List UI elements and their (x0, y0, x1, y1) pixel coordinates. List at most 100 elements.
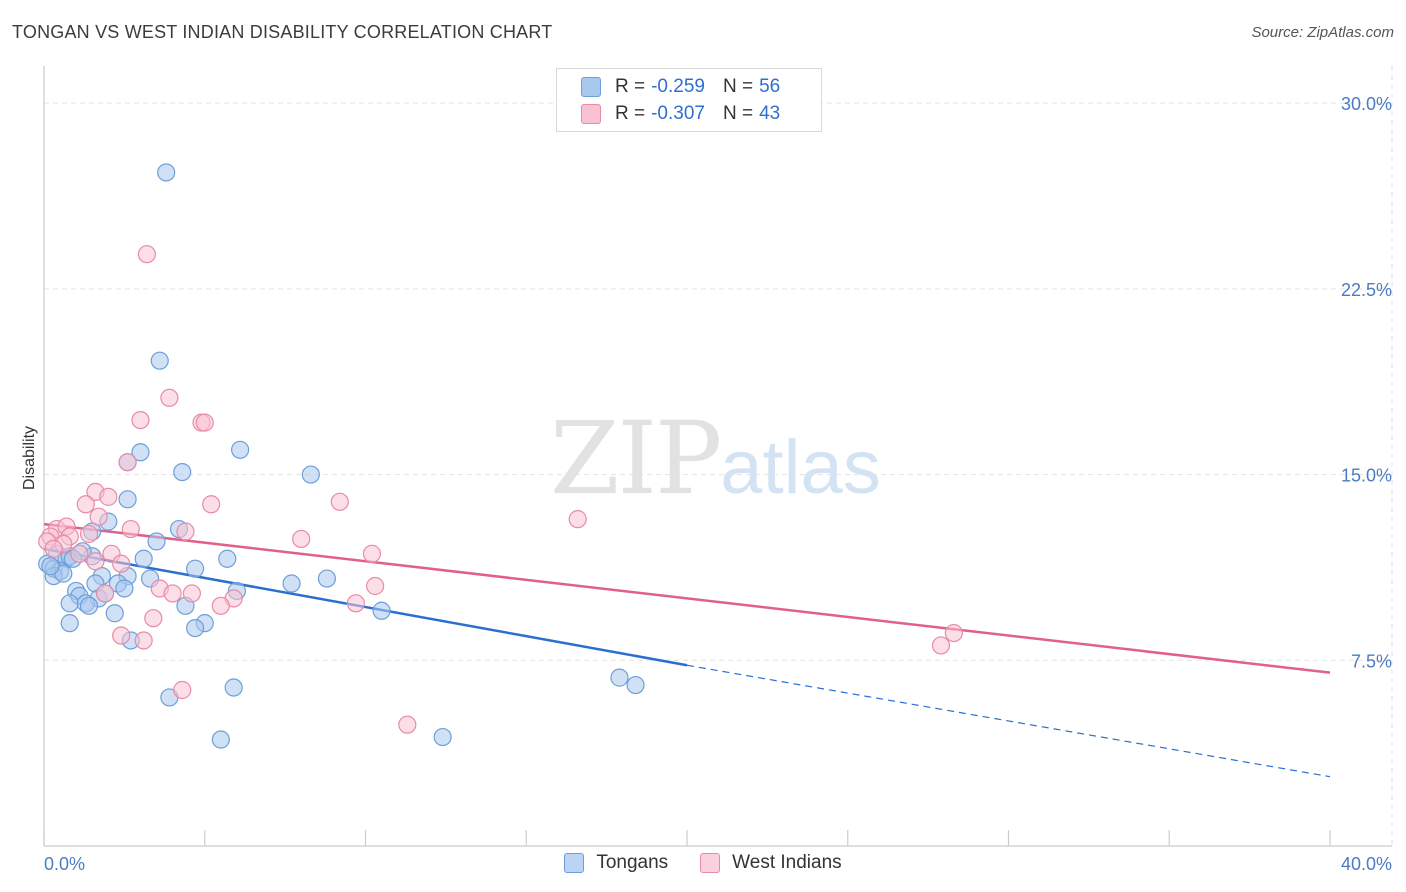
watermark: ZIPatlas (550, 400, 881, 517)
source-label: Source: ZipAtlas.com (1251, 24, 1394, 41)
legend-row-west-indians: R = -0.307 N = 43 (581, 102, 780, 126)
x-tick-label: 0.0% (44, 854, 85, 874)
points-west-indians (38, 245, 963, 734)
point-tongans (317, 569, 337, 588)
point-west-indians (568, 510, 587, 529)
legend-n-value-tongans: 56 (759, 76, 781, 97)
point-west-indians (182, 584, 201, 603)
point-west-indians (121, 519, 140, 539)
point-west-indians (176, 522, 195, 541)
legend-r-label: R = (615, 103, 646, 124)
point-west-indians (95, 584, 115, 603)
point-west-indians (931, 636, 951, 655)
chart-title: TONGAN VS WEST INDIAN DISABILITY CORRELA… (12, 22, 553, 42)
x-tick-label: 40.0% (1341, 854, 1392, 874)
point-tongans (610, 668, 629, 687)
points-tongans (38, 163, 645, 749)
point-west-indians (330, 492, 349, 511)
legend-row-tongans: R = -0.259 N = 56 (581, 75, 780, 99)
point-west-indians (195, 413, 214, 432)
point-tongans (60, 614, 79, 633)
point-tongans (186, 618, 205, 638)
point-tongans (211, 730, 230, 749)
point-tongans (60, 594, 79, 613)
point-west-indians (292, 529, 311, 549)
axes (43, 66, 1392, 847)
point-west-indians (211, 596, 230, 615)
point-west-indians (160, 388, 179, 407)
legend-swatch-tongans (581, 77, 601, 97)
point-west-indians (944, 623, 963, 643)
legend-swatch-west-indians (581, 104, 601, 124)
point-tongans (626, 675, 645, 695)
trend-line-tongans-extension (686, 664, 1331, 778)
point-west-indians (362, 544, 382, 563)
point-west-indians (112, 626, 131, 645)
series-legend-west-indians[interactable]: West Indians (700, 852, 842, 874)
y-tick-label: 7.5% (1351, 651, 1392, 671)
point-tongans (157, 163, 176, 182)
point-west-indians (89, 507, 108, 526)
point-tongans (218, 549, 237, 568)
point-west-indians (134, 631, 153, 650)
y-tick-label: 30.0% (1341, 94, 1392, 114)
point-tongans (115, 579, 134, 598)
legend-r-value-west-indians: -0.307 (651, 103, 705, 124)
series-swatch-tongans (564, 853, 585, 873)
point-tongans (173, 462, 192, 482)
y-tick-label: 22.5% (1341, 280, 1392, 300)
point-tongans (224, 678, 243, 697)
point-west-indians (366, 576, 385, 596)
point-tongans (433, 727, 452, 747)
point-west-indians (44, 539, 63, 558)
point-west-indians (346, 594, 365, 613)
point-west-indians (112, 554, 131, 573)
point-west-indians (144, 609, 163, 628)
point-tongans (131, 443, 150, 462)
point-tongans (186, 559, 205, 578)
point-west-indians (118, 453, 137, 472)
point-west-indians (173, 680, 192, 700)
watermark-atlas: atlas (720, 425, 881, 510)
point-west-indians (79, 524, 99, 544)
legend-n-value-west-indians: 43 (759, 103, 781, 124)
point-tongans (282, 574, 301, 593)
point-west-indians (137, 245, 156, 264)
stats-legend: R = -0.259 N = 56 R = -0.307 N = 43 (556, 68, 822, 132)
legend-n-label: N = (722, 103, 754, 124)
legend-n-label: N = (722, 76, 754, 97)
point-tongans (147, 532, 166, 551)
point-tongans (105, 604, 124, 623)
legend-r-label: R = (615, 76, 646, 97)
point-tongans (150, 351, 169, 370)
point-west-indians (99, 487, 118, 506)
point-west-indians (131, 410, 150, 430)
y-axis-label: Disability (21, 426, 38, 490)
series-label-tongans: Tongans (596, 852, 669, 873)
point-west-indians (398, 715, 417, 734)
series-legend: Tongans West Indians (0, 852, 1406, 874)
series-swatch-west-indians (700, 853, 721, 873)
point-tongans (118, 490, 137, 509)
point-west-indians (76, 495, 95, 514)
point-west-indians (86, 552, 105, 571)
trend-lines (43, 522, 1331, 778)
point-west-indians (202, 495, 221, 514)
trend-line-west-indians (43, 522, 1331, 674)
point-west-indians (70, 544, 89, 563)
point-tongans (134, 549, 153, 568)
point-tongans (372, 601, 391, 620)
x-tick-labels: 0.0% 40.0% (44, 854, 1392, 874)
point-west-indians (163, 584, 182, 603)
series-legend-tongans[interactable]: Tongans (564, 852, 668, 874)
y-tick-label: 15.0% (1341, 466, 1392, 486)
point-tongans (79, 596, 99, 615)
grid-lines (44, 66, 1393, 846)
watermark-zip: ZIP (550, 400, 722, 517)
series-label-west-indians: West Indians (732, 852, 842, 873)
legend-r-value-tongans: -0.259 (651, 76, 705, 97)
point-tongans (41, 557, 60, 576)
point-tongans (231, 440, 250, 459)
point-tongans (301, 465, 320, 484)
